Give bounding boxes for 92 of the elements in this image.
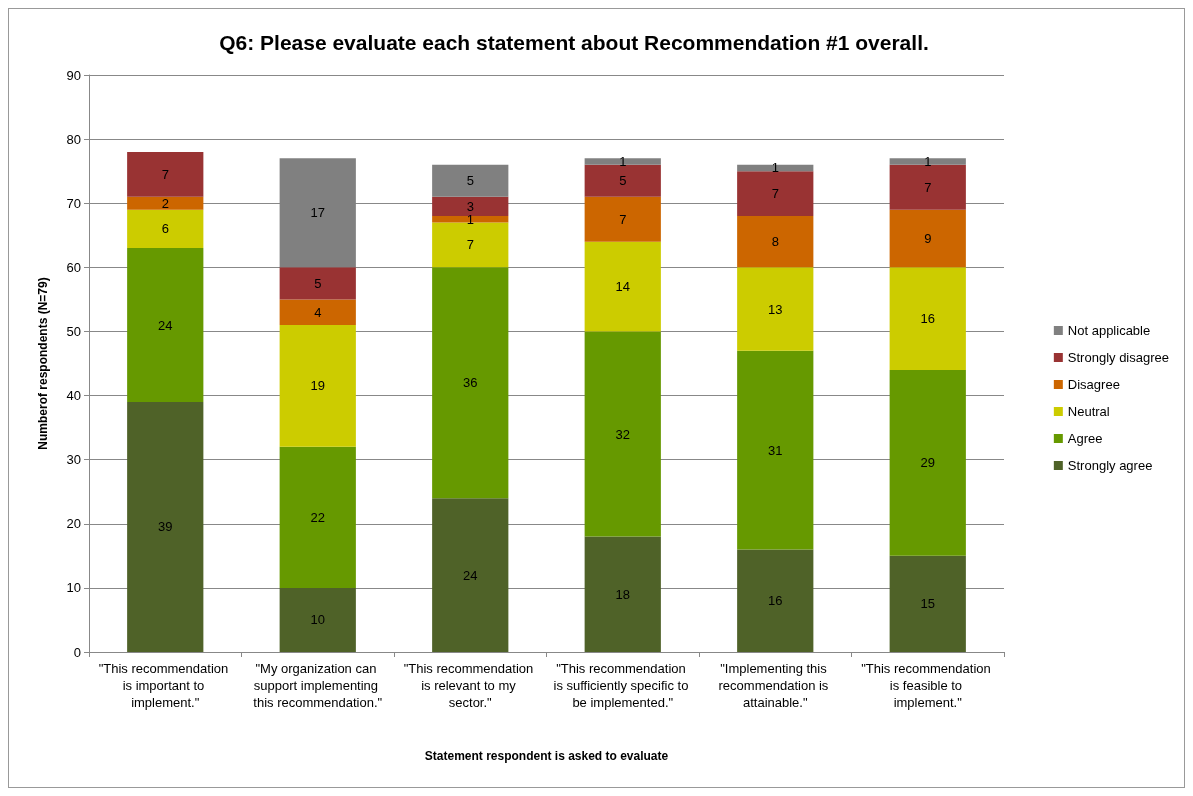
bar [432, 222, 509, 268]
bar [737, 350, 814, 550]
x-tick-label: "This recommendation is feasible to implement." [861, 661, 995, 710]
data-label: 2 [161, 195, 169, 211]
bar [889, 209, 966, 268]
data-label: 7 [924, 179, 932, 195]
data-label: 4 [314, 304, 322, 320]
bar [127, 248, 204, 402]
data-label: 6 [161, 221, 169, 237]
x-tick-label: "This recommendation is relevant to my sector." [403, 661, 537, 710]
bar [279, 325, 356, 447]
data-label: 10 [310, 612, 325, 628]
data-label: 32 [615, 426, 630, 442]
legend-label: Strongly agree [1067, 458, 1153, 473]
y-tick-label: 90 [66, 67, 81, 83]
y-tick-label: 40 [66, 388, 81, 404]
data-label: 5 [619, 173, 627, 189]
data-label: 7 [619, 211, 627, 227]
bar [584, 158, 661, 165]
bar [127, 151, 204, 197]
data-label: 5 [466, 173, 474, 189]
bar [279, 299, 356, 326]
bar [889, 158, 966, 165]
bar [279, 446, 356, 588]
data-label: 7 [771, 186, 779, 202]
bar [127, 401, 204, 652]
data-label: 24 [463, 567, 478, 583]
bar [432, 196, 509, 217]
bar [584, 331, 661, 537]
data-label: 13 [768, 301, 783, 317]
y-tick-label: 30 [66, 452, 81, 468]
x-tick-label: "My organization can support implementing this recommendation." [253, 661, 383, 710]
data-label: 19 [310, 378, 325, 394]
x-tick-label: "Implementing this recommendation is attainable." [718, 661, 832, 710]
data-label: 14 [615, 279, 630, 295]
data-label: 8 [771, 234, 779, 250]
bar [584, 164, 661, 197]
data-label: 3 [466, 198, 474, 214]
x-tick-label: "This recommendation is sufficiently specific to be implemented." [553, 661, 692, 710]
bar [584, 196, 661, 242]
data-label: 29 [920, 455, 935, 471]
data-label: 22 [310, 509, 325, 525]
bar [279, 267, 356, 300]
x-axis-title: Statement respondent is asked to evaluate [424, 749, 669, 763]
data-label: 1 [466, 211, 474, 227]
bar [737, 267, 814, 351]
y-tick-label: 70 [66, 195, 81, 211]
bar [889, 555, 966, 652]
legend-label: Agree [1067, 431, 1103, 446]
chart-title: Q6: Please evaluate each statement about Recommendation #1 overall. [219, 31, 929, 54]
bar [737, 216, 814, 268]
bar [737, 171, 814, 217]
data-label: 36 [463, 375, 478, 391]
y-tick-label: 0 [73, 644, 81, 660]
legend-label: Neutral [1067, 404, 1110, 419]
bar [127, 209, 204, 249]
legend-label: Strongly disagree [1067, 350, 1169, 365]
data-label: 1 [771, 160, 779, 176]
y-axis-title: Numberof respondents (N=79) [36, 277, 50, 450]
y-tick-label: 60 [66, 259, 81, 275]
data-label: 7 [161, 166, 169, 182]
legend-label: Not applicable [1067, 323, 1151, 338]
bar [432, 267, 509, 499]
bar [737, 164, 814, 172]
data-label: 18 [615, 586, 630, 602]
bar [889, 369, 966, 556]
data-label: 7 [466, 237, 474, 253]
bar [737, 549, 814, 652]
bar [889, 267, 966, 370]
bar [279, 587, 356, 652]
bar [432, 216, 509, 223]
y-tick-label: 50 [66, 323, 81, 339]
data-label: 24 [158, 317, 173, 333]
y-tick-label: 80 [66, 131, 81, 147]
bar [432, 164, 509, 197]
data-label: 39 [158, 519, 173, 535]
bar [889, 164, 966, 210]
bar [432, 498, 509, 652]
x-tick-label: "This recommendation is important to implement." [98, 661, 232, 710]
data-label: 15 [920, 596, 935, 612]
data-label: 17 [310, 205, 325, 221]
data-label: 9 [924, 230, 932, 246]
bar [584, 241, 661, 332]
data-label: 16 [768, 593, 783, 609]
data-label: 16 [920, 311, 935, 327]
data-label: 31 [768, 442, 783, 458]
y-tick-label: 20 [66, 516, 81, 532]
bar [127, 196, 204, 210]
bar [584, 536, 661, 652]
data-label: 5 [314, 275, 322, 291]
legend-label: Disagree [1067, 377, 1120, 392]
y-tick-label: 10 [66, 580, 81, 596]
